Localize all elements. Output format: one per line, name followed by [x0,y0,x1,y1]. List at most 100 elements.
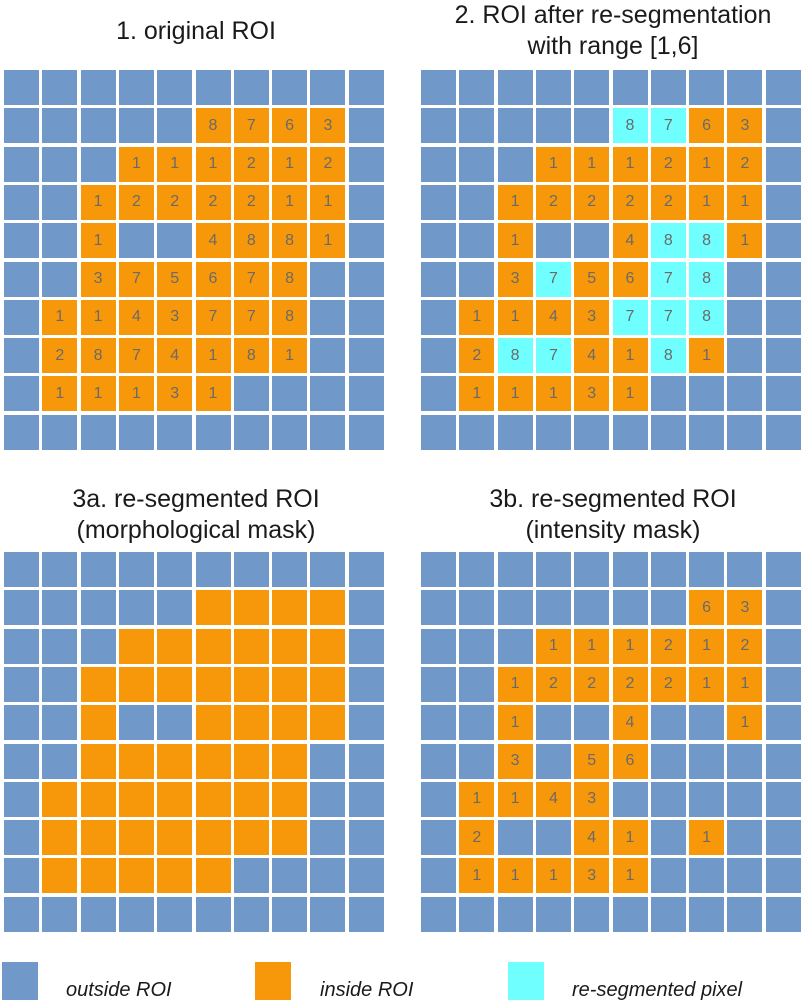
resegmented-pixel-cell: 7 [650,108,686,144]
outside-roi-cell [233,552,269,587]
outside-roi-cell [765,705,801,741]
outside-roi-cell [4,743,39,779]
outside-roi-cell [4,70,39,105]
outside-roi-cell [421,70,456,105]
inside-roi-cell [195,820,231,856]
inside-roi-cell [80,858,116,894]
outside-roi-cell [421,376,456,412]
inside-roi-cell: 2 [233,184,269,220]
inside-roi-cell: 1 [272,184,308,220]
inside-roi-cell [272,590,308,626]
outside-roi-cell [42,628,78,664]
outside-roi-cell [195,552,231,587]
outside-roi-cell [497,146,533,182]
outside-roi-cell [348,781,384,817]
inside-roi-cell: 1 [459,858,495,894]
outside-roi-cell [233,70,269,105]
outside-roi-cell [4,146,39,182]
inside-roi-cell: 1 [80,223,116,259]
outside-roi-cell [310,743,346,779]
outside-roi-cell [42,108,78,144]
outside-roi-cell [4,628,39,664]
outside-roi-cell [765,743,801,779]
outside-roi-cell [574,590,610,626]
resegmented-pixel-cell: 8 [650,338,686,374]
inside-roi-cell [195,743,231,779]
inside-roi-cell: 7 [233,299,269,335]
inside-roi-cell [233,590,269,626]
outside-roi-cell [118,896,154,932]
outside-roi-cell [421,743,456,779]
inside-roi-cell: 1 [497,299,533,335]
outside-roi-cell [157,223,193,259]
inside-roi-cell: 1 [42,299,78,335]
inside-roi-cell: 4 [574,338,610,374]
outside-roi-cell [157,414,193,450]
outside-roi-cell [4,184,39,220]
inside-roi-cell: 2 [650,628,686,664]
outside-roi-cell [535,552,571,587]
inside-roi-cell: 1 [612,146,648,182]
outside-roi-cell [421,108,456,144]
inside-roi-cell: 3 [157,376,193,412]
outside-roi-cell [574,108,610,144]
outside-roi-cell [4,414,39,450]
inside-roi-cell: 8 [233,338,269,374]
outside-roi-cell [348,108,384,144]
inside-roi-cell [233,705,269,741]
inside-roi-cell [195,705,231,741]
outside-roi-cell [118,414,154,450]
outside-roi-cell [689,376,725,412]
outside-roi-cell [310,820,346,856]
outside-roi-cell [157,705,193,741]
outside-roi-cell [765,858,801,894]
outside-roi-cell [310,858,346,894]
outside-roi-cell [348,261,384,297]
resegmented-pixel-cell: 8 [612,108,648,144]
inside-roi-cell [272,820,308,856]
outside-roi-cell [4,858,39,894]
inside-roi-cell: 3 [574,376,610,412]
inside-roi-cell: 3 [497,743,533,779]
outside-roi-cell [727,552,763,587]
outside-roi-cell [80,590,116,626]
inside-roi-cell: 2 [612,666,648,702]
outside-roi-cell [535,820,571,856]
outside-roi-cell [272,414,308,450]
outside-roi-cell [42,590,78,626]
outside-roi-cell [195,896,231,932]
legend-swatch-resegmented [508,962,544,1000]
outside-roi-cell [535,705,571,741]
outside-roi-cell [765,70,801,105]
outside-roi-cell [421,146,456,182]
outside-roi-cell [727,338,763,374]
inside-roi-cell: 6 [689,108,725,144]
inside-roi-cell: 8 [233,223,269,259]
outside-roi-cell [459,743,495,779]
outside-roi-cell [612,590,648,626]
outside-roi-cell [4,338,39,374]
inside-roi-cell: 3 [574,781,610,817]
outside-roi-cell [348,666,384,702]
outside-roi-cell [348,820,384,856]
inside-roi-cell [42,820,78,856]
outside-roi-cell [765,261,801,297]
outside-roi-cell [348,299,384,335]
inside-roi-cell: 3 [497,261,533,297]
outside-roi-cell [650,705,686,741]
panel-title-3a: 3a. re-segmented ROI (morphological mask… [72,485,320,544]
inside-roi-cell [272,781,308,817]
inside-roi-cell: 1 [689,338,725,374]
inside-roi-cell: 8 [272,261,308,297]
outside-roi-cell [765,414,801,450]
inside-roi-cell [118,858,154,894]
outside-roi-cell [348,376,384,412]
resegmented-pixel-cell: 7 [535,338,571,374]
outside-roi-cell [459,414,495,450]
outside-roi-cell [4,781,39,817]
outside-roi-cell [535,896,571,932]
outside-roi-cell [421,896,456,932]
outside-roi-cell [4,299,39,335]
inside-roi-cell [157,743,193,779]
